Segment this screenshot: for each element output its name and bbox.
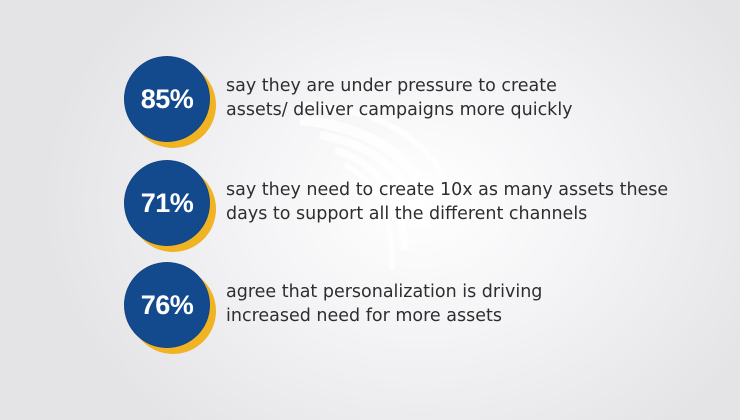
stat-item: 71% say they need to create 10x as many … [124,160,726,252]
stat-description-line: days to support all the different channe… [226,204,588,224]
stat-description-line: say they need to create 10x as many asse… [226,180,669,200]
stat-description-line: increased need for more assets [226,306,502,326]
stat-description: say they are under pressure to create as… [226,74,726,122]
stat-description-line: assets/ deliver campaigns more quickly [226,100,573,120]
stat-badge: 71% [124,160,216,252]
stat-badge: 85% [124,56,216,148]
stat-percentage: 71% [124,160,210,246]
stat-description-line: agree that personalization is driving [226,282,543,302]
stat-percentage: 76% [124,262,210,348]
stat-description: say they need to create 10x as many asse… [226,178,726,226]
stat-item: 85% say they are under pressure to creat… [124,56,726,148]
stat-description: agree that personalization is driving in… [226,280,726,328]
stat-description-line: say they are under pressure to create [226,76,557,96]
stat-badge: 76% [124,262,216,354]
stat-item: 76% agree that personalization is drivin… [124,262,726,354]
stat-percentage: 85% [124,56,210,142]
